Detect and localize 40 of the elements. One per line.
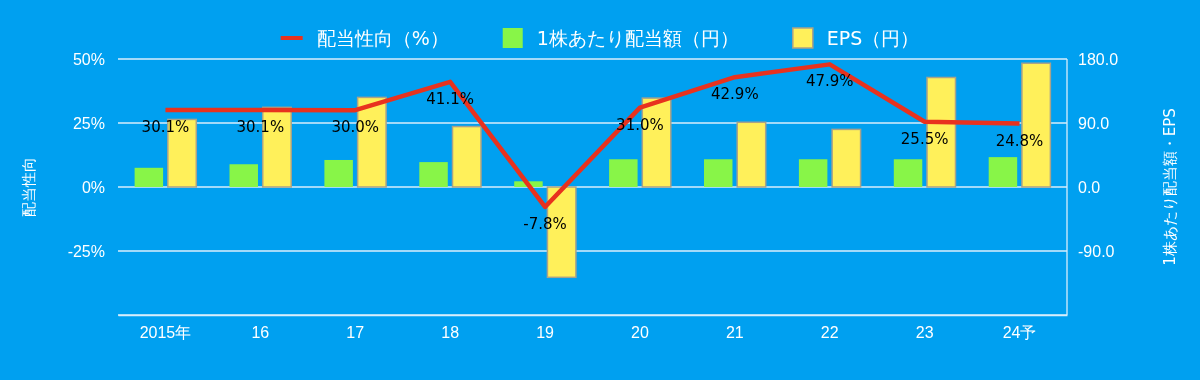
data-label: 30.1% <box>141 117 190 136</box>
bar <box>893 159 923 187</box>
y2-tick-label: 180.0 <box>1078 50 1119 68</box>
y-tick-label: 0% <box>81 178 105 196</box>
y2-tick-label: 0.0 <box>1078 178 1101 196</box>
data-label: 42.9% <box>711 85 759 104</box>
x-tick-label: 21 <box>725 324 744 342</box>
bar <box>229 164 258 187</box>
y2-axis-title: 1株あたり配当額・EPS <box>1161 108 1179 266</box>
legend-label: EPS（円） <box>826 27 920 49</box>
y2-tick-label: 90.0 <box>1078 114 1110 132</box>
y-tick-label: 25% <box>72 114 105 132</box>
x-tick-label: 16 <box>251 324 270 342</box>
bar <box>134 167 164 187</box>
x-tick-label: 23 <box>915 324 934 342</box>
legend-label: 1株あたり配当額（円） <box>536 27 739 49</box>
bar <box>609 159 638 187</box>
y2-tick-label: -90.0 <box>1078 242 1115 260</box>
data-label: 30.1% <box>236 117 285 136</box>
bar <box>704 159 733 187</box>
bar <box>324 159 353 187</box>
x-tick-label: 20 <box>631 324 649 342</box>
x-tick-label: 18 <box>441 324 460 342</box>
legend-label: 配当性向（%） <box>316 27 449 49</box>
data-label: 47.9% <box>805 72 854 91</box>
x-tick-label: 24予 <box>1002 324 1037 342</box>
x-tick-label: 22 <box>820 324 839 342</box>
bar <box>988 157 1018 187</box>
y-tick-label: -25% <box>67 242 105 260</box>
y-axis-title: 配当性向 <box>20 157 38 217</box>
x-tick-label: 2015年 <box>139 324 192 342</box>
x-tick-label: 17 <box>346 324 365 342</box>
data-label: 31.0% <box>616 115 664 134</box>
bar <box>451 125 482 188</box>
y-tick-label: 50% <box>72 50 105 68</box>
bar <box>736 121 767 188</box>
x-tick-label: 19 <box>536 324 555 342</box>
bar <box>419 162 448 187</box>
bar <box>831 128 862 188</box>
bar <box>798 159 828 187</box>
